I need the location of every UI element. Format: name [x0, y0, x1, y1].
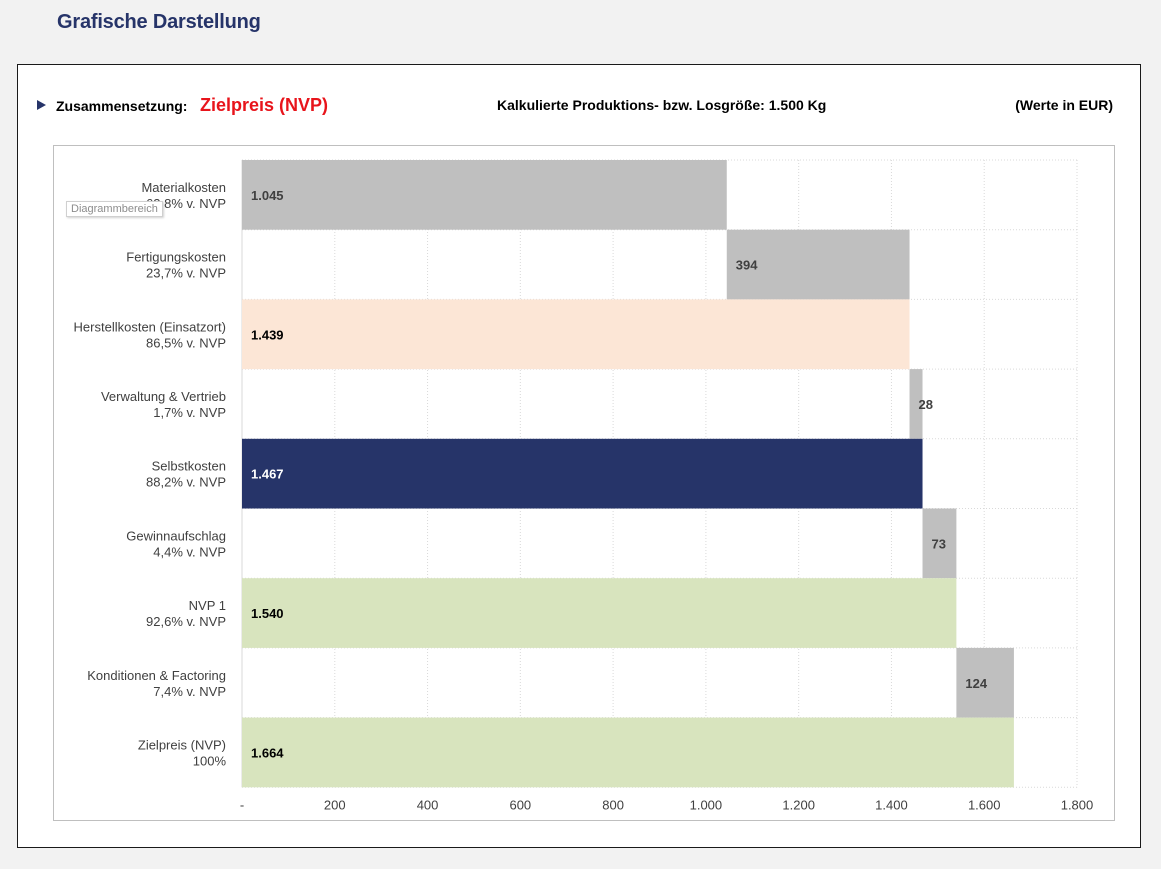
- category-label: Verwaltung & Vertrieb: [101, 389, 226, 404]
- category-share-label: 4,4% v. NVP: [153, 544, 226, 559]
- triangle-bullet-icon: [37, 100, 46, 110]
- chart-header: Zusammensetzung: Zielpreis (NVP) Kalkuli…: [18, 65, 1140, 145]
- data-label: 1.439: [251, 327, 284, 342]
- bar-3: [242, 299, 910, 370]
- x-tick-label: 400: [417, 797, 439, 812]
- category-share-label: 92,6% v. NVP: [146, 614, 226, 629]
- data-label: 1.045: [251, 188, 284, 203]
- x-tick-label: 1.800: [1061, 797, 1094, 812]
- category-share-label: 100%: [193, 753, 227, 768]
- chart-area-tooltip: Diagrammbereich: [66, 201, 163, 217]
- page-title: Grafische Darstellung: [57, 11, 261, 33]
- x-tick-label: 1.600: [968, 797, 1001, 812]
- x-tick-label: 200: [324, 797, 346, 812]
- data-label: 1.664: [251, 745, 284, 760]
- x-tick-label: 1.000: [690, 797, 723, 812]
- bar-4: [909, 369, 923, 439]
- category-label: Materialkosten: [141, 180, 226, 195]
- data-label: 28: [919, 397, 933, 412]
- category-share-label: 1,7% v. NVP: [153, 405, 226, 420]
- category-label: Gewinnaufschlag: [126, 528, 226, 543]
- category-share-label: 88,2% v. NVP: [146, 475, 226, 490]
- units-label: (Werte in EUR): [1015, 97, 1113, 113]
- bar-1: [242, 160, 727, 230]
- x-tick-label: 1.200: [782, 797, 815, 812]
- category-label: Fertigungskosten: [126, 250, 226, 265]
- lot-size-label: Kalkulierte Produktions- bzw. Losgröße: …: [497, 97, 827, 113]
- category-label: Konditionen & Factoring: [87, 668, 226, 683]
- bar-2: [726, 229, 910, 300]
- category-label: Zielpreis (NVP): [138, 737, 226, 752]
- category-label: Herstellkosten (Einsatzort): [74, 319, 226, 334]
- composition-value: Zielpreis (NVP): [200, 95, 329, 115]
- category-share-label: 62,8% v. NVP: [146, 196, 226, 211]
- data-label: 1.467: [251, 467, 284, 482]
- x-tick-label: 1.400: [875, 797, 908, 812]
- category-share-label: 23,7% v. NVP: [146, 266, 226, 281]
- composition-label: Zusammensetzung:: [56, 98, 188, 114]
- x-tick-label: 800: [602, 797, 624, 812]
- data-label: 73: [932, 536, 946, 551]
- category-share-label: 7,4% v. NVP: [153, 684, 226, 699]
- data-label: 124: [965, 676, 987, 691]
- category-label: NVP 1: [189, 598, 226, 613]
- x-tick-label: 600: [509, 797, 531, 812]
- data-label: 394: [736, 258, 758, 273]
- category-label: Selbstkosten: [152, 459, 226, 474]
- bar-6: [922, 508, 957, 579]
- bar-8: [956, 647, 1014, 718]
- data-label: 1.540: [251, 606, 284, 621]
- chart-panel: Zusammensetzung: Zielpreis (NVP) Kalkuli…: [17, 64, 1141, 848]
- bar-9: [242, 717, 1014, 788]
- chart-area[interactable]: 1.045 Materialkosten 62,8% v. NVP 394 Fertig…: [53, 145, 1115, 821]
- x-tick-label: -: [240, 797, 244, 812]
- category-share-label: 86,5% v. NVP: [146, 335, 226, 350]
- bar-5: [242, 438, 923, 509]
- bar-7: [242, 578, 957, 648]
